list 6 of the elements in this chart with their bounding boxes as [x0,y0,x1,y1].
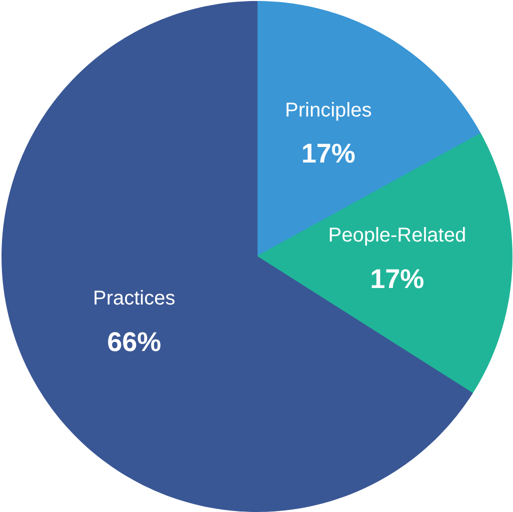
slice-label: Principles [285,99,372,122]
slice-label: Practices [92,288,176,310]
data-label: 17% [301,138,356,169]
data-label: 66% [107,326,162,357]
slice-label: People-Related [328,224,466,246]
data-label: 17% [370,264,424,294]
